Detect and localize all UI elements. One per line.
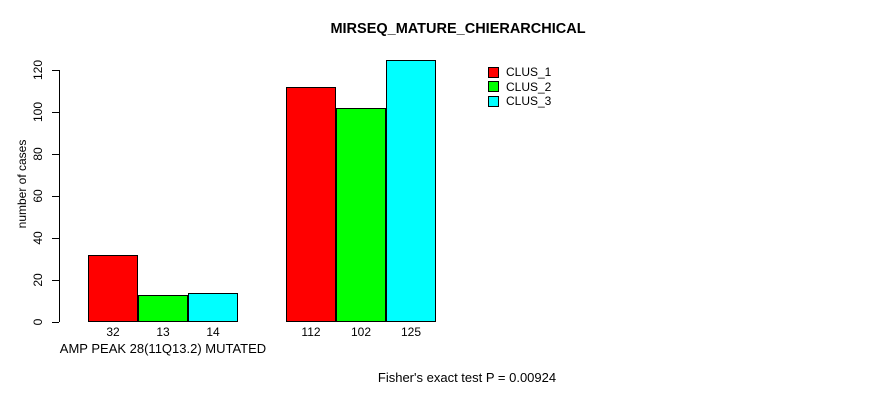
legend-item: CLUS_2 <box>488 80 551 95</box>
y-tick <box>52 153 59 155</box>
y-tick <box>52 69 59 71</box>
chart-title: MIRSEQ_MATURE_CHIERARCHICAL <box>330 21 586 37</box>
y-tick-label: 60 <box>31 189 45 203</box>
bar-clus_1-group1 <box>88 254 138 322</box>
bar-value-label: 13 <box>156 325 170 339</box>
y-tick-label: 40 <box>31 231 45 245</box>
legend-label: CLUS_3 <box>506 94 552 109</box>
legend-item: CLUS_3 <box>488 94 551 109</box>
y-tick <box>52 111 59 113</box>
legend: CLUS_1 CLUS_2 CLUS_3 <box>488 65 551 109</box>
y-tick-label: 0 <box>31 318 45 326</box>
legend-item: CLUS_1 <box>488 65 551 80</box>
y-tick <box>52 279 59 281</box>
bar-value-label: 125 <box>400 325 422 339</box>
bar-clus_3-group2 <box>386 59 436 322</box>
bar-clus_2-group2 <box>336 107 386 322</box>
y-tick-label: 100 <box>31 101 45 123</box>
bar-value-label: 112 <box>301 325 321 339</box>
y-axis-line <box>59 70 60 322</box>
y-tick-label: 120 <box>31 59 45 81</box>
y-tick <box>52 321 59 323</box>
legend-swatch-icon <box>488 66 499 78</box>
y-axis-title: number of cases <box>15 139 29 229</box>
y-tick-label: 20 <box>31 273 45 287</box>
bar-clus_3-group1 <box>188 292 238 322</box>
bar-value-label: 102 <box>350 325 372 339</box>
legend-label: CLUS_1 <box>506 65 552 80</box>
legend-swatch-icon <box>488 95 499 107</box>
y-tick <box>52 237 59 239</box>
y-tick-label: 80 <box>31 147 45 161</box>
bar-clus_1-group2 <box>286 86 336 322</box>
legend-label: CLUS_2 <box>506 79 552 94</box>
bar-value-label: 14 <box>206 325 220 339</box>
bar-clus_2-group1 <box>138 294 188 322</box>
y-tick <box>52 195 59 197</box>
x-group-label: AMP PEAK 28(11Q13.2) MUTATED <box>59 341 267 356</box>
annotation-text: Fisher's exact test P = 0.00924 <box>377 370 557 385</box>
legend-swatch-icon <box>488 81 499 93</box>
bar-value-label: 32 <box>106 325 120 339</box>
